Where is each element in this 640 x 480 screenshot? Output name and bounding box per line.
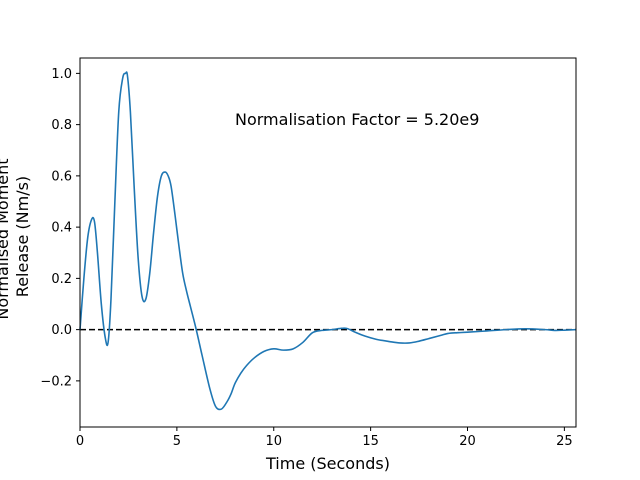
x-axis-label: Time (Seconds) <box>265 454 390 473</box>
x-tick-label: 5 <box>173 434 181 449</box>
moment-release-series-line <box>79 71 577 411</box>
x-tick-label: 25 <box>556 434 573 449</box>
y-tick-label: 0.4 <box>51 221 72 236</box>
y-tick-label: 0.0 <box>51 323 72 338</box>
y-axis-label-line-1: Normalised Moment <box>0 158 12 319</box>
axes-layer: 0 5 10 15 20 25 −0.2 0.0 0.2 0.4 0.6 0.8 1.0 <box>40 67 572 449</box>
y-tick-label: 0.8 <box>51 118 72 133</box>
y-axis-label: Normalised Moment Release (Nm/s) <box>0 153 32 319</box>
x-tick-label: 10 <box>265 434 282 449</box>
y-axis-label-line-2: Release (Nm/s) <box>13 176 32 297</box>
x-tick-label: 0 <box>76 434 84 449</box>
x-tick-label: 15 <box>362 434 379 449</box>
plot-frame <box>79 57 577 428</box>
normalisation-annotation: Normalisation Factor = 5.20e9 <box>235 110 479 129</box>
y-tick-label: 1.0 <box>51 67 72 82</box>
y-tick-label: 0.2 <box>51 272 72 287</box>
x-tick-label: 20 <box>459 434 476 449</box>
y-tick-label: −0.2 <box>40 374 72 389</box>
y-tick-label: 0.6 <box>51 169 72 184</box>
series-layer <box>79 71 577 411</box>
